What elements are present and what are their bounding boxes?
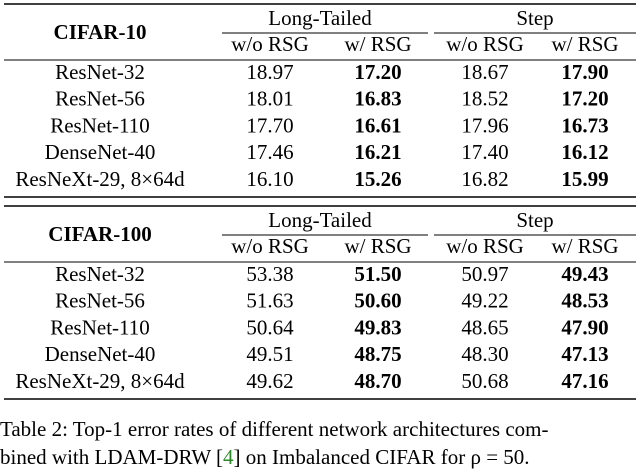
cell: 49.43 xyxy=(561,262,608,286)
row-label: ResNet-56 xyxy=(55,87,145,111)
row-label: ResNet-32 xyxy=(55,60,145,84)
cell: 48.65 xyxy=(461,315,508,339)
cell: 16.73 xyxy=(561,113,608,137)
cell: 48.75 xyxy=(354,342,401,366)
dataset-label: CIFAR-100 xyxy=(48,222,151,246)
subheader: w/ RSG xyxy=(551,234,618,258)
group-header: Step xyxy=(516,6,553,30)
row-label: ResNeXt-29, 8×64d xyxy=(15,167,185,191)
cell: 50.97 xyxy=(461,262,508,286)
cell: 49.83 xyxy=(354,315,401,339)
row-label: DenseNet-40 xyxy=(45,140,156,164)
group-header: Step xyxy=(516,208,553,232)
cell: 17.90 xyxy=(561,60,608,84)
row-label: DenseNet-40 xyxy=(45,342,156,366)
cell: 49.51 xyxy=(246,342,293,366)
cell: 17.70 xyxy=(246,113,293,137)
cell: 17.40 xyxy=(461,140,508,164)
citation[interactable]: 4 xyxy=(223,445,234,469)
row-label: ResNet-110 xyxy=(50,113,150,137)
row-label: ResNet-110 xyxy=(50,315,150,339)
cell: 16.10 xyxy=(246,167,293,191)
cell: 16.83 xyxy=(354,87,401,111)
dataset-label: CIFAR-10 xyxy=(54,20,147,44)
cell: 50.64 xyxy=(246,315,294,339)
cell: 18.52 xyxy=(461,87,508,111)
cell: 51.63 xyxy=(246,289,293,313)
subheader: w/o RSG xyxy=(231,234,309,258)
row-label: ResNet-32 xyxy=(55,262,145,286)
subheader: w/ RSG xyxy=(344,32,411,56)
cell: 51.50 xyxy=(354,262,401,286)
cell: 18.67 xyxy=(461,60,508,84)
cell: 47.13 xyxy=(561,342,608,366)
subheader: w/o RSG xyxy=(446,32,524,56)
subheader: w/o RSG xyxy=(231,32,309,56)
cell: 17.46 xyxy=(246,140,293,164)
cell: 17.20 xyxy=(354,60,401,84)
caption-line: bined with LDAM-DRW [4] on Imbalanced CI… xyxy=(0,445,530,469)
cell: 48.70 xyxy=(354,369,401,393)
cell: 48.53 xyxy=(561,289,608,313)
cell: 18.97 xyxy=(246,60,293,84)
cell: 17.96 xyxy=(461,113,508,137)
group-header: Long-Tailed xyxy=(268,208,372,232)
caption-line: Table 2: Top-1 error rates of different … xyxy=(0,417,548,441)
cell: 53.38 xyxy=(246,262,293,286)
cell: 15.26 xyxy=(354,167,401,191)
cell: 16.21 xyxy=(354,140,401,164)
cell: 15.99 xyxy=(561,167,608,191)
caption-text: bined with LDAM-DRW [ xyxy=(0,445,223,469)
caption-text: ] on Imbalanced CIFAR for ρ = 50. xyxy=(234,445,530,469)
cell: 49.62 xyxy=(246,369,293,393)
cell: 18.01 xyxy=(246,87,293,111)
cell: 47.16 xyxy=(561,369,608,393)
subheader: w/ RSG xyxy=(551,32,618,56)
cell: 47.90 xyxy=(561,315,608,339)
group-header: Long-Tailed xyxy=(268,6,372,30)
subheader: w/ RSG xyxy=(344,234,411,258)
row-label: ResNeXt-29, 8×64d xyxy=(15,369,185,393)
cell: 50.60 xyxy=(354,289,401,313)
cell: 17.20 xyxy=(561,87,608,111)
cell: 49.22 xyxy=(461,289,508,313)
cell: 16.61 xyxy=(354,113,401,137)
cell: 48.30 xyxy=(461,342,508,366)
cell: 50.68 xyxy=(461,369,508,393)
row-label: ResNet-56 xyxy=(55,289,145,313)
subheader: w/o RSG xyxy=(446,234,524,258)
cell: 16.12 xyxy=(561,140,608,164)
cell: 16.82 xyxy=(461,167,508,191)
